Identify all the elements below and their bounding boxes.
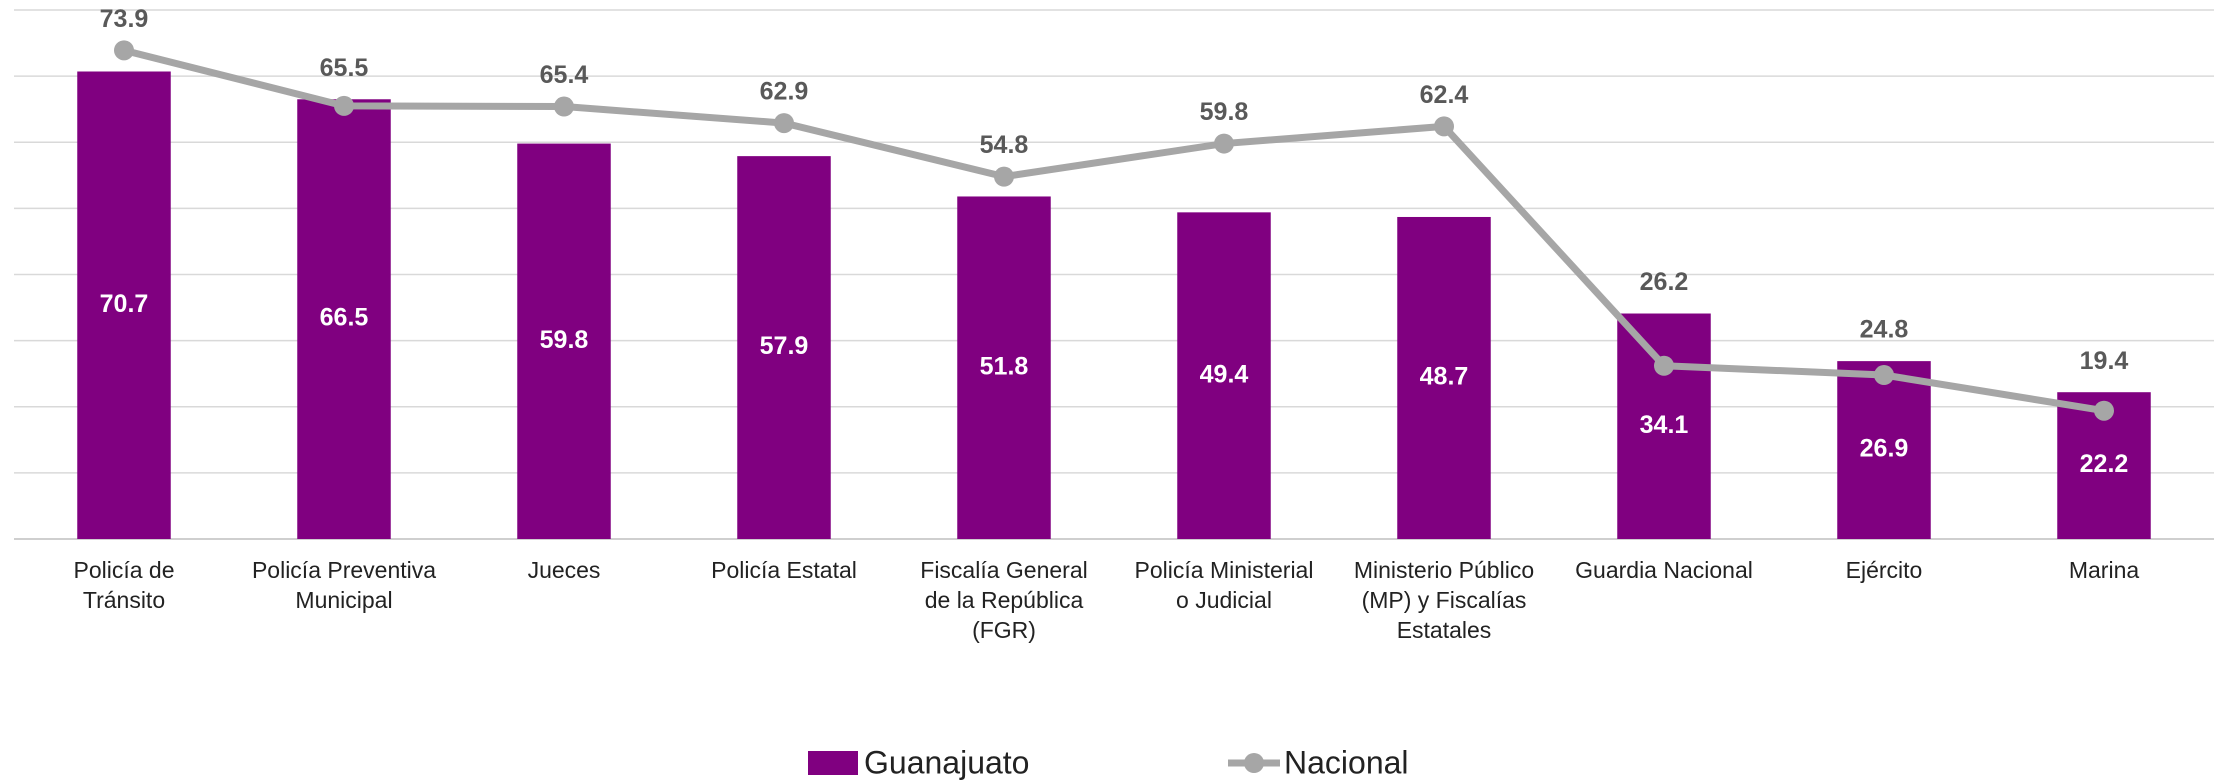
- line-value-label: 26.2: [1640, 268, 1689, 296]
- line-value-label: 19.4: [2080, 347, 2129, 375]
- bar: [1177, 212, 1271, 539]
- line-point: [554, 96, 574, 117]
- bar-value-label: 70.7: [100, 290, 149, 318]
- line-point: [1654, 355, 1674, 376]
- x-tick-label: Marina: [2069, 557, 2140, 583]
- x-tick-label: Policía Estatal: [711, 557, 857, 583]
- x-tick-label: Policía Preventiva Municipal: [252, 557, 436, 613]
- bar-value-label: 57.9: [760, 332, 809, 360]
- x-tick-label: Policía de Tránsito: [73, 557, 174, 613]
- bar: [297, 99, 391, 540]
- bar-value-label: 66.5: [320, 304, 369, 332]
- bar-value-label: 59.8: [540, 326, 589, 354]
- line-value-label: 59.8: [1200, 98, 1249, 126]
- bar: [1617, 313, 1711, 539]
- line-value-label: 73.9: [100, 5, 149, 33]
- line-point: [2094, 400, 2114, 421]
- bar: [77, 71, 171, 539]
- x-tick-label: Jueces: [528, 557, 601, 583]
- legend-label: Nacional: [1284, 744, 1409, 780]
- line-value-label: 24.8: [1860, 316, 1909, 344]
- bar: [737, 156, 831, 540]
- line: [123, 46, 2105, 415]
- legend-label: Guanajuato: [864, 744, 1029, 780]
- bar-value-label: 49.4: [1200, 360, 1249, 388]
- bar: [517, 143, 611, 539]
- line-value-label: 62.9: [760, 78, 809, 106]
- line-point: [1214, 133, 1234, 154]
- bar: [1397, 216, 1491, 539]
- legend-swatch: [1244, 753, 1264, 773]
- x-tick-label: Guardia Nacional: [1575, 557, 1753, 583]
- bar-value-label: 51.8: [980, 352, 1029, 380]
- bar-value-label: 48.7: [1420, 363, 1469, 391]
- line-value-label: 54.8: [980, 131, 1029, 159]
- line-value-label: 65.4: [540, 61, 589, 89]
- legend-swatch: [808, 751, 858, 775]
- line-point: [334, 95, 354, 116]
- x-tick-label: Policía Ministerial o Judicial: [1135, 557, 1314, 613]
- bar: [1837, 361, 1931, 539]
- line-value-label: 62.4: [1420, 81, 1469, 109]
- bar-value-label: 26.9: [1860, 435, 1909, 463]
- line-point: [1874, 365, 1894, 386]
- bar-value-label: 22.2: [2080, 450, 2129, 478]
- bar-value-label: 34.1: [1640, 411, 1689, 439]
- line-point: [114, 40, 134, 61]
- x-tick-label: Ejército: [1846, 557, 1923, 583]
- bar: [957, 196, 1051, 539]
- x-tick-label: Fiscalía General de la República (FGR): [920, 557, 1087, 643]
- x-tick-label: Ministerio Público (MP) y Fiscalías Estata…: [1354, 557, 1534, 643]
- line-point: [994, 166, 1014, 187]
- line-value-label: 65.5: [320, 54, 369, 82]
- line-point: [1434, 116, 1454, 137]
- line-point: [774, 113, 794, 134]
